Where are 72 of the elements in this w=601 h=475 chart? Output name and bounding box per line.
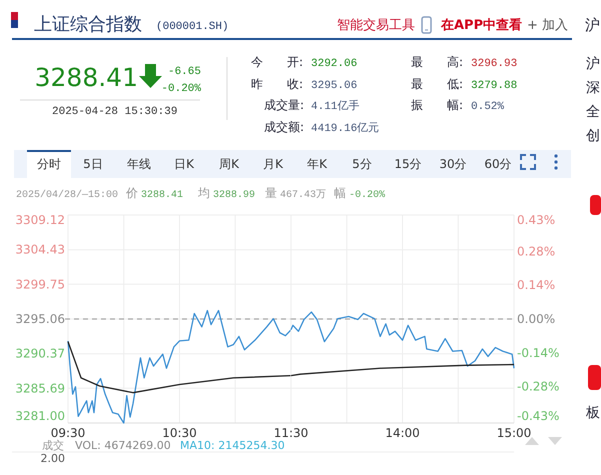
text: 0.28% bbox=[517, 244, 556, 258]
text: 0.14% bbox=[517, 278, 556, 292]
text: 最 低: bbox=[411, 77, 464, 91]
text: 467.43万 bbox=[280, 189, 326, 201]
text: + 加入 bbox=[527, 18, 568, 33]
text: 成交 bbox=[42, 439, 64, 452]
y-tick-label: 3285.69 bbox=[15, 381, 65, 396]
text: 振 幅: bbox=[411, 98, 464, 112]
text: -0.20% bbox=[161, 83, 202, 95]
text: 0.00% bbox=[517, 312, 556, 326]
text: 2025-04-28 15:30:39 bbox=[52, 106, 178, 118]
text: 量 bbox=[265, 186, 277, 200]
text: 创 bbox=[586, 128, 600, 144]
text: 年K bbox=[307, 157, 328, 171]
text: 2.00 bbox=[40, 452, 65, 465]
text: VOL: 4674269.00 bbox=[75, 439, 171, 452]
text: -0.28% bbox=[517, 380, 560, 394]
x-tick-label: 15:00 bbox=[496, 426, 532, 440]
y-tick-label: 3304.43 bbox=[15, 242, 65, 257]
chart-subtitle: (000001.SH) bbox=[156, 21, 229, 33]
chart-title: 上证综合指数 bbox=[34, 14, 142, 35]
text: 沪 bbox=[585, 16, 600, 34]
text: 3295.06 bbox=[311, 80, 358, 92]
text: 3279.88 bbox=[471, 80, 518, 92]
x-tick-label: 14:00 bbox=[385, 426, 420, 440]
text: -0.43% bbox=[517, 409, 560, 423]
text: 3296.93 bbox=[471, 58, 518, 70]
text: 幅 bbox=[334, 186, 346, 200]
y-tick-label: 3309.12 bbox=[15, 213, 65, 227]
text: 智能交易工具 bbox=[337, 17, 415, 33]
text: 今 开: bbox=[251, 55, 304, 69]
text: 3288.41 bbox=[141, 190, 184, 201]
text: MA10: 2145254.30 bbox=[180, 439, 285, 452]
text: 日K bbox=[174, 157, 196, 171]
text: 3288.99 bbox=[213, 190, 256, 201]
y-tick-label: 3290.37 bbox=[15, 346, 65, 361]
text: 均 bbox=[197, 186, 210, 200]
text: 年线 bbox=[127, 157, 151, 171]
text: -0.20% bbox=[349, 190, 386, 201]
text: 成交额: bbox=[264, 120, 304, 134]
text: 最 高: bbox=[411, 55, 464, 69]
text: 周K bbox=[219, 157, 240, 171]
text: 板 bbox=[585, 405, 600, 421]
text: 成交量: bbox=[264, 98, 304, 112]
text: 月K bbox=[263, 157, 284, 171]
text: 5分 bbox=[352, 157, 372, 171]
text: 沪 bbox=[586, 56, 600, 72]
text: 30分 bbox=[439, 157, 467, 171]
text: 0.52% bbox=[471, 101, 504, 113]
text: 4.11亿手 bbox=[311, 99, 360, 113]
x-tick-label: 10:30 bbox=[162, 426, 197, 440]
x-tick-label: 11:30 bbox=[274, 426, 308, 440]
text: 4419.16亿元 bbox=[311, 122, 380, 135]
text: 2025/04/28/—15:00 bbox=[16, 189, 118, 201]
text: -0.14% bbox=[517, 346, 560, 360]
y-tick-label: 3281.00 bbox=[15, 409, 65, 423]
text: 60分 bbox=[484, 157, 512, 171]
text: -6.65 bbox=[168, 66, 201, 78]
text: 昨 收: bbox=[251, 77, 304, 91]
text: 0.43% bbox=[517, 213, 556, 227]
text: 分时 bbox=[37, 157, 61, 171]
text: 价 bbox=[125, 186, 138, 200]
x-tick-label: 09:30 bbox=[50, 426, 86, 440]
text: 3292.06 bbox=[311, 58, 358, 70]
y-tick-label: 3299.75 bbox=[15, 277, 65, 292]
text: 深 bbox=[586, 80, 600, 96]
text: 3288.41 bbox=[34, 63, 138, 92]
text: 在APP中查看 bbox=[440, 17, 522, 33]
text: 5日 bbox=[83, 157, 103, 171]
text: 全 bbox=[586, 104, 600, 120]
y-tick-label: 3295.06 bbox=[15, 312, 65, 326]
text: 15分 bbox=[394, 157, 422, 171]
